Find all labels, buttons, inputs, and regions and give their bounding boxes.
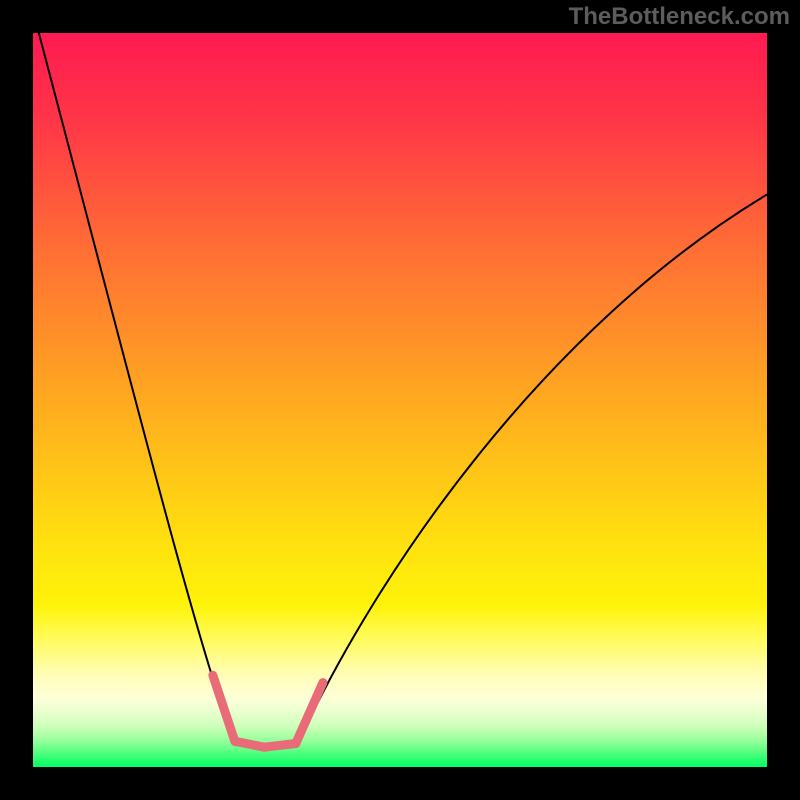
- frame-bottom: [0, 767, 800, 800]
- bottleneck-curve-chart: [33, 33, 767, 767]
- frame-left: [0, 0, 33, 800]
- gradient-background: [33, 33, 767, 767]
- frame-right: [767, 0, 800, 800]
- watermark-text: TheBottleneck.com: [569, 3, 790, 31]
